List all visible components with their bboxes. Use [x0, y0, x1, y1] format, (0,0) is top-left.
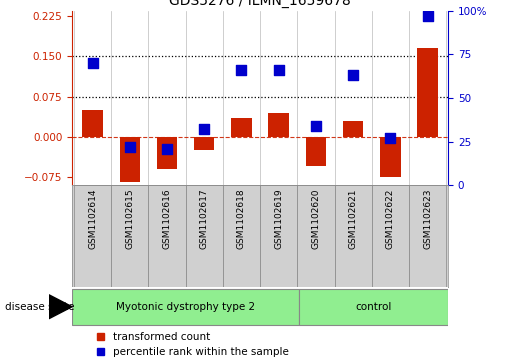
Point — [163, 146, 171, 151]
Point — [89, 60, 97, 66]
Polygon shape — [49, 295, 72, 319]
Point — [312, 123, 320, 129]
FancyBboxPatch shape — [372, 185, 409, 287]
FancyBboxPatch shape — [299, 289, 448, 325]
Bar — [231, 118, 252, 137]
FancyBboxPatch shape — [297, 185, 335, 287]
Bar — [306, 137, 326, 166]
Legend: transformed count, percentile rank within the sample: transformed count, percentile rank withi… — [93, 328, 293, 362]
Point — [274, 67, 283, 73]
Text: GSM1102623: GSM1102623 — [423, 188, 432, 249]
Text: GSM1102621: GSM1102621 — [349, 188, 357, 249]
Bar — [343, 121, 364, 137]
Text: GSM1102614: GSM1102614 — [88, 188, 97, 249]
FancyBboxPatch shape — [111, 185, 148, 287]
Text: GSM1102616: GSM1102616 — [163, 188, 171, 249]
Bar — [157, 137, 177, 169]
Point — [126, 144, 134, 150]
Text: GSM1102619: GSM1102619 — [274, 188, 283, 249]
FancyBboxPatch shape — [148, 185, 185, 287]
Text: Myotonic dystrophy type 2: Myotonic dystrophy type 2 — [116, 302, 255, 312]
Text: GSM1102618: GSM1102618 — [237, 188, 246, 249]
Bar — [380, 137, 401, 177]
Bar — [417, 48, 438, 137]
Point — [200, 126, 209, 132]
FancyBboxPatch shape — [409, 185, 446, 287]
FancyBboxPatch shape — [260, 185, 297, 287]
Text: GSM1102617: GSM1102617 — [200, 188, 209, 249]
Title: GDS5276 / ILMN_1659678: GDS5276 / ILMN_1659678 — [169, 0, 351, 8]
Bar — [268, 113, 289, 137]
FancyBboxPatch shape — [185, 185, 223, 287]
Point — [349, 73, 357, 78]
Text: control: control — [355, 302, 392, 312]
Point — [386, 135, 394, 141]
Text: GSM1102615: GSM1102615 — [125, 188, 134, 249]
Bar — [194, 137, 214, 150]
FancyBboxPatch shape — [223, 185, 260, 287]
Text: disease state: disease state — [5, 302, 75, 312]
FancyBboxPatch shape — [74, 185, 111, 287]
Point — [237, 67, 246, 73]
Bar — [82, 110, 103, 137]
Text: GSM1102622: GSM1102622 — [386, 188, 395, 249]
Text: GSM1102620: GSM1102620 — [312, 188, 320, 249]
FancyBboxPatch shape — [335, 185, 372, 287]
Bar — [119, 137, 140, 183]
FancyBboxPatch shape — [72, 289, 299, 325]
Point — [423, 13, 432, 19]
